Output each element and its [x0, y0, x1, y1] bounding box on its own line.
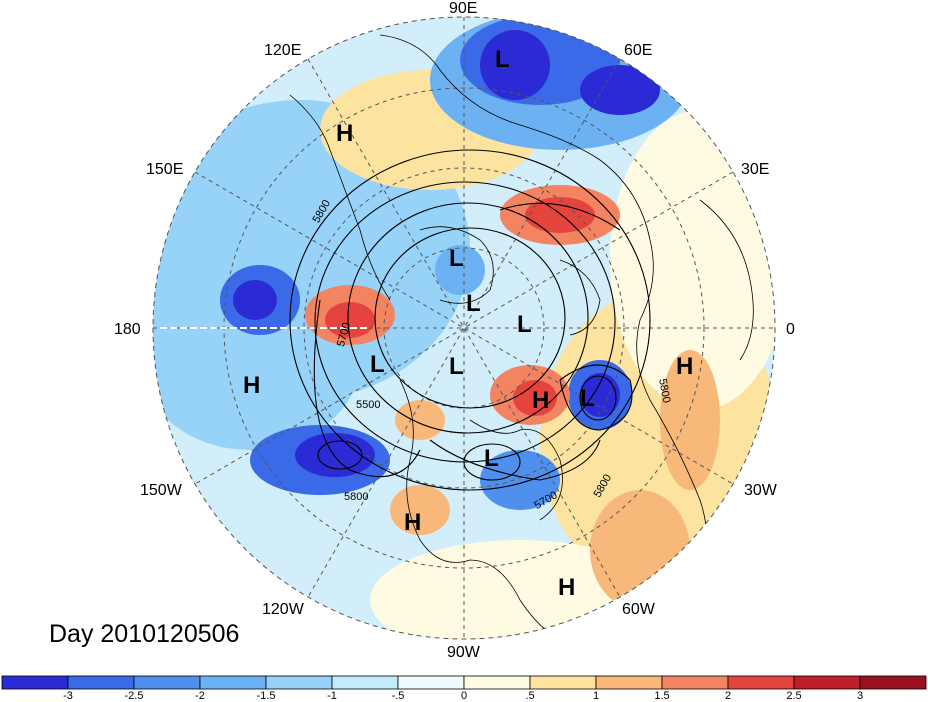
colorbar-tick-label: .5 — [525, 690, 534, 702]
colorbar-swatch — [397, 675, 465, 690]
longitude-labels: 90E 60E 30E 0 30W 60W 90W 120W 150W 180 … — [114, 0, 795, 661]
colorbar-tick-label: -1.5 — [257, 690, 276, 702]
lon-label-180: 180 — [114, 321, 141, 338]
lon-label-30e: 30E — [741, 161, 769, 178]
lon-label-90w: 90W — [447, 644, 481, 661]
low-marker: L — [517, 311, 532, 338]
colorbar-tick-label: -.5 — [392, 690, 405, 702]
colorbar-tick-label: 3 — [857, 690, 863, 702]
colorbar-swatch — [859, 675, 927, 690]
lon-label-0: 0 — [786, 321, 795, 338]
high-marker: H — [558, 574, 575, 601]
high-marker: H — [404, 509, 421, 536]
low-marker: L — [370, 351, 385, 378]
low-marker: L — [484, 445, 499, 472]
colorbar-tick-label: 2.5 — [786, 690, 801, 702]
low-marker: L — [466, 290, 481, 317]
colorbar-swatch — [661, 675, 729, 690]
low-marker: L — [495, 46, 510, 73]
pressure-centers: H L L L L L H L H H L H H L H L — [243, 46, 693, 601]
colorbar-tick-label: 2 — [725, 690, 731, 702]
colorbar-swatch — [463, 675, 531, 690]
lon-label-30w: 30W — [744, 482, 778, 499]
colorbar-tick-label: 1 — [593, 690, 599, 702]
colorbar-swatch — [595, 675, 663, 690]
colorbar-swatch — [199, 675, 267, 690]
colorbar-swatch — [133, 675, 201, 690]
colorbar-swatch — [331, 675, 399, 690]
contour-label: 5500 — [356, 399, 380, 411]
graticule — [152, 16, 776, 640]
high-marker: H — [243, 372, 260, 399]
high-marker: H — [336, 120, 353, 147]
colorbar-tick-label: -2 — [195, 690, 205, 702]
colorbar-swatch — [793, 675, 861, 690]
lon-label-60e: 60E — [624, 42, 652, 59]
lon-label-60w: 60W — [622, 601, 656, 618]
lon-label-150w: 150W — [140, 482, 183, 499]
colorbar-tick-label: 1.5 — [654, 690, 669, 702]
height-contours — [289, 149, 651, 491]
colorbar-tick-label: -3 — [63, 690, 73, 702]
contour-label: 5800 — [656, 378, 672, 404]
colorbar-swatch — [265, 675, 333, 690]
lon-label-90e: 90E — [449, 0, 477, 17]
colorbar-tick-label: -1 — [327, 690, 337, 702]
high-marker: H — [532, 387, 549, 414]
colorbar: -3 -2.5 -2 -1.5 -1 -.5 0 .5 1 1.5 2 2.5 3 — [1, 675, 927, 702]
lon-label-120e: 120E — [264, 42, 301, 59]
lon-label-150e: 150E — [146, 161, 183, 178]
colorbar-tick-label: -2.5 — [125, 690, 144, 702]
map-title: Day 2010120506 — [49, 620, 240, 648]
colorbar-tick-label: 0 — [461, 690, 467, 702]
colorbar-swatch — [1, 675, 69, 690]
low-marker: L — [449, 353, 464, 380]
colorbar-swatch — [727, 675, 795, 690]
high-marker: H — [676, 353, 693, 380]
low-marker: L — [449, 245, 464, 272]
contour-label: 5800 — [344, 491, 368, 503]
colorbar-swatch — [529, 675, 597, 690]
colorbar-swatch — [67, 675, 135, 690]
low-marker: L — [580, 385, 595, 412]
lon-label-120w: 120W — [262, 601, 305, 618]
